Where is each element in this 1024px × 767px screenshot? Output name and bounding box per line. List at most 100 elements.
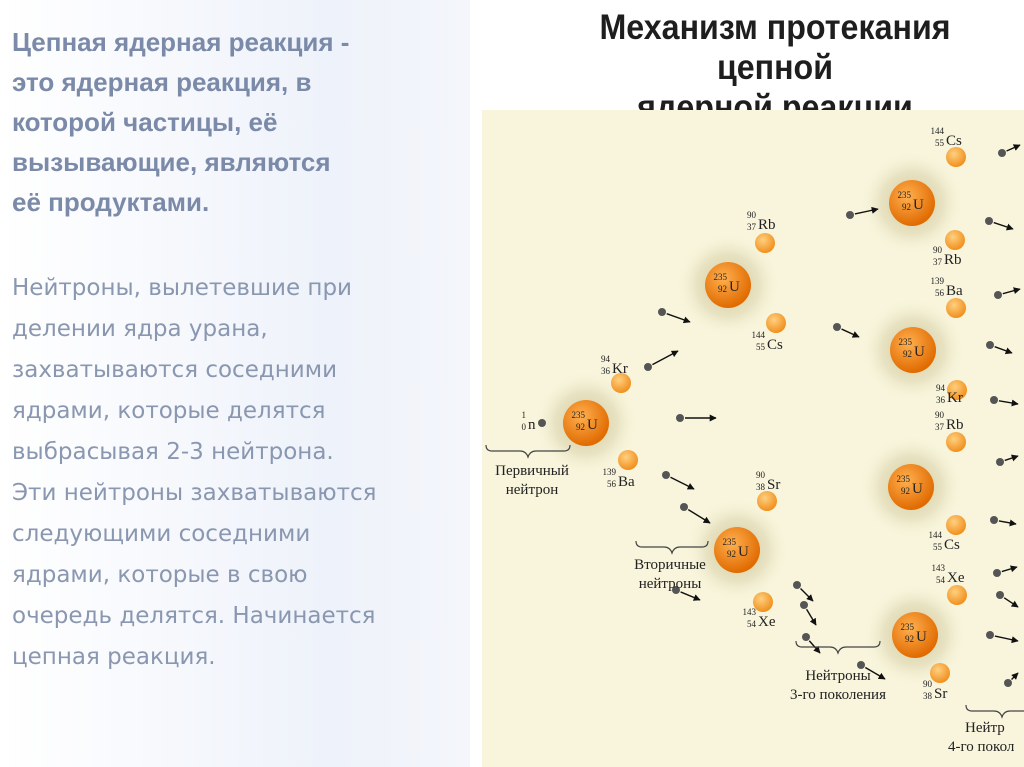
neutron-direction-arrow xyxy=(841,328,860,338)
third-generation-label-line2: 3-го поколения xyxy=(790,687,886,703)
neutron-dot xyxy=(1004,679,1012,687)
neutron-direction-arrow xyxy=(1011,672,1019,680)
neutron-direction-arrow xyxy=(1001,565,1018,573)
fragment-atomic-number: 37 xyxy=(935,422,945,432)
fragment-atomic-number: 56 xyxy=(935,288,945,298)
secondary-neutrons-label-line1: Вторичные xyxy=(634,557,706,573)
uranium-nucleus: 235 92 U xyxy=(685,498,789,602)
secondary-neutrons-label: Вторичные нейтроны xyxy=(634,540,709,592)
fragment-body xyxy=(755,233,775,253)
uranium-mass-number: 235 xyxy=(901,622,915,632)
neutron xyxy=(676,414,717,422)
fragment-mass-number: 90 xyxy=(933,245,943,255)
neutron-dot xyxy=(998,149,1006,157)
neutron xyxy=(857,661,886,680)
fragment-mass-number: 144 xyxy=(931,126,945,136)
uranium-mass-number: 235 xyxy=(723,537,737,547)
neutron-direction-arrow xyxy=(998,399,1019,407)
uranium-symbol: U xyxy=(587,417,598,433)
fission-fragment: 144 55 Cs xyxy=(931,126,966,167)
uranium-nucleus: 235 92 U xyxy=(861,298,965,402)
neutron-direction-arrow xyxy=(652,350,679,366)
uranium-symbol: U xyxy=(916,629,927,645)
primary-neutron-label-line1: Первичный xyxy=(495,463,569,479)
fragment-symbol: Rb xyxy=(946,417,964,433)
uranium-symbol: U xyxy=(738,544,749,560)
neutron-direction-arrow xyxy=(800,588,814,602)
fission-fragment: 144 55 Cs xyxy=(929,515,966,553)
fission-fragment: 94 36 Kr xyxy=(936,380,967,406)
fission-fragment: 90 38 Sr xyxy=(756,470,780,511)
fragment-atomic-number: 38 xyxy=(923,691,933,701)
neutron-direction-arrow xyxy=(687,509,711,524)
neutron-dot xyxy=(846,211,854,219)
fission-fragment: 139 56 Ba xyxy=(931,276,966,318)
neutron xyxy=(644,350,679,371)
neutron-direction-arrow xyxy=(864,666,886,680)
nucleus-body xyxy=(705,262,751,308)
fragment-symbol: Kr xyxy=(612,361,628,377)
fission-fragment: 144 55 Cs xyxy=(752,313,786,353)
neutron-dot xyxy=(676,414,684,422)
neutron xyxy=(994,287,1021,299)
fragment-body xyxy=(766,313,786,333)
fission-fragment: 143 54 Xe xyxy=(743,592,776,630)
fragment-atomic-number: 36 xyxy=(936,395,946,405)
neutron-dot xyxy=(793,581,801,589)
third-generation-label: Нейтроны 3-го поколения xyxy=(790,640,886,703)
primary-neutron-label: Первичный нейтрон xyxy=(485,444,571,498)
fragment-symbol: Sr xyxy=(767,477,780,493)
fragment-body xyxy=(947,585,967,605)
fragment-atomic-number: 54 xyxy=(747,619,757,629)
neutron xyxy=(993,565,1018,577)
uranium-mass-number: 235 xyxy=(899,337,913,347)
neutron-direction-arrow xyxy=(1006,144,1021,152)
fragment-mass-number: 90 xyxy=(923,679,933,689)
fragment-atomic-number: 37 xyxy=(933,257,943,267)
uranium-nucleus: 235 92 U xyxy=(534,371,638,475)
neutron-dot xyxy=(658,308,666,316)
neutron-dot xyxy=(802,633,810,641)
fragment-mass-number: 144 xyxy=(752,330,766,340)
neutron-dot xyxy=(986,341,994,349)
fragment-body xyxy=(930,663,950,683)
third-generation-label-line1: Нейтроны xyxy=(805,668,870,684)
fragment-mass-number: 144 xyxy=(929,530,943,540)
nucleus-body xyxy=(892,612,938,658)
neutron-direction-arrow xyxy=(1002,287,1021,295)
primary-neutron-label-line2: нейтрон xyxy=(506,482,558,498)
fission-fragment: 143 54 Xe xyxy=(932,563,967,605)
primary-neutron: 1 0 n xyxy=(522,410,546,433)
neutron-direction-arrow xyxy=(670,476,695,490)
fragment-atomic-number: 55 xyxy=(933,542,943,552)
neutron-atomic-number: 0 xyxy=(522,422,527,432)
fragment-body xyxy=(753,592,773,612)
uranium-nucleus: 235 92 U xyxy=(863,583,967,687)
neutron xyxy=(793,581,814,602)
fragment-mass-number: 94 xyxy=(936,383,946,393)
neutron-dot xyxy=(990,396,998,404)
fragment-mass-number: 90 xyxy=(747,210,757,220)
neutron-direction-arrow xyxy=(993,221,1014,231)
nucleus-body xyxy=(888,464,934,510)
neutron-direction-arrow xyxy=(1003,597,1019,608)
neutron-dot xyxy=(993,569,1001,577)
fourth-generation-label-line2: 4-го покол xyxy=(948,739,1015,755)
neutron-dot xyxy=(644,363,652,371)
neutron-dot xyxy=(996,458,1004,466)
neutron-direction-arrow xyxy=(805,608,817,626)
fragment-atomic-number: 56 xyxy=(607,479,617,489)
uranium-symbol: U xyxy=(729,279,740,295)
fragment-body xyxy=(946,515,966,535)
secondary-neutrons-label-line2: нейтроны xyxy=(639,576,702,592)
uranium-atomic-number: 92 xyxy=(903,349,912,359)
uranium-mass-number: 235 xyxy=(572,410,586,420)
uranium-atomic-number: 92 xyxy=(576,422,585,432)
fission-fragment: 90 37 Rb xyxy=(933,230,965,268)
fission-fragment: 94 36 Kr xyxy=(601,354,631,393)
fragment-atomic-number: 55 xyxy=(756,342,766,352)
neutron-mass-number: 1 xyxy=(522,410,527,420)
neutron-direction-arrow xyxy=(1004,454,1019,462)
fragment-atomic-number: 54 xyxy=(936,575,946,585)
fragment-body xyxy=(618,450,638,470)
